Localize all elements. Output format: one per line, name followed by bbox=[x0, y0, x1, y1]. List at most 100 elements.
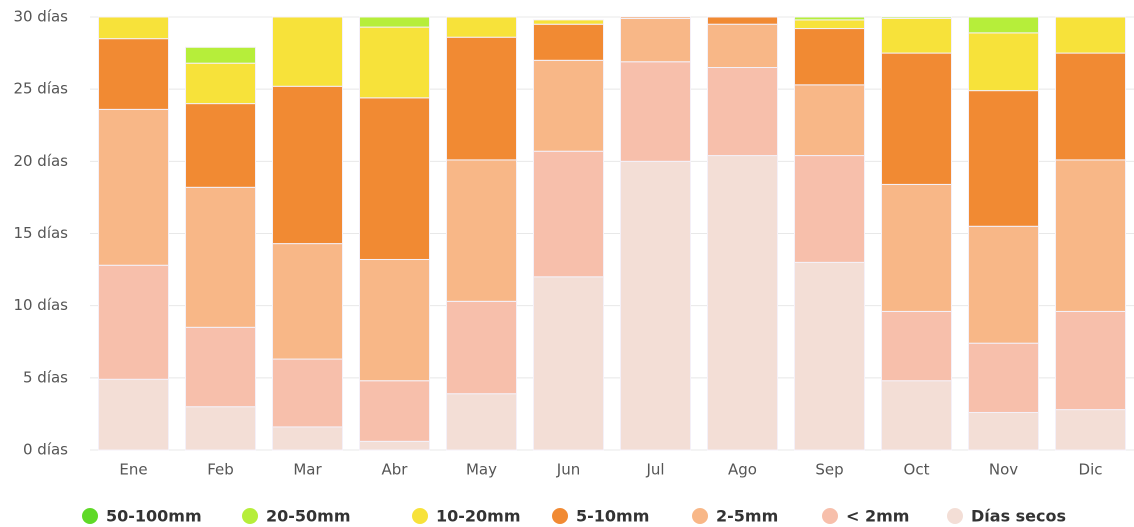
bar-segment bbox=[707, 16, 778, 25]
bar-segment bbox=[446, 159, 517, 302]
bar-segment bbox=[620, 61, 691, 162]
legend-label: Días secos bbox=[971, 507, 1066, 526]
x-tick-label: May bbox=[466, 461, 497, 479]
bar-segment bbox=[185, 103, 256, 188]
y-tick-label: 25 días bbox=[13, 80, 68, 98]
bar-segment bbox=[98, 16, 169, 40]
legend-marker bbox=[552, 508, 568, 524]
bar-segment bbox=[98, 38, 169, 110]
bar-segment bbox=[794, 84, 865, 157]
y-tick-label: 20 días bbox=[13, 152, 68, 170]
x-tick-label: Feb bbox=[207, 461, 234, 479]
legend-marker bbox=[412, 508, 428, 524]
legend-label: 50-100mm bbox=[106, 507, 202, 526]
legend-label: 10-20mm bbox=[436, 507, 521, 526]
bar-segment bbox=[446, 36, 517, 161]
legend: 50-100mm 20-50mm 10-20mm 5-10mm 2-5mm < 2mm Dí… bbox=[82, 507, 1066, 526]
bar-segment bbox=[707, 23, 778, 69]
bar-segment bbox=[272, 358, 343, 428]
bar-segment bbox=[359, 440, 430, 451]
bar-segment bbox=[1055, 159, 1126, 312]
bar-segment bbox=[794, 155, 865, 263]
bar-segment bbox=[968, 90, 1039, 227]
bars bbox=[98, 16, 1126, 451]
bar-segment bbox=[272, 243, 343, 360]
legend-marker bbox=[82, 508, 98, 524]
bar-segment bbox=[707, 155, 778, 451]
bar-segment bbox=[794, 16, 865, 21]
bar-segment bbox=[98, 264, 169, 380]
y-tick-label: 10 días bbox=[13, 296, 68, 314]
bar-segment bbox=[446, 16, 517, 38]
bar-segment bbox=[185, 326, 256, 408]
bar-segment bbox=[881, 16, 952, 19]
x-tick-label: Ene bbox=[119, 461, 147, 479]
bar-segment bbox=[620, 17, 691, 63]
bar-segment bbox=[968, 32, 1039, 92]
bar-segment bbox=[881, 183, 952, 312]
bar-segment bbox=[881, 52, 952, 185]
x-tick-label: Mar bbox=[293, 461, 322, 479]
bar-segment bbox=[446, 393, 517, 451]
bar-segment bbox=[794, 28, 865, 86]
x-tick-label: Ago bbox=[728, 461, 757, 479]
bar-segment bbox=[533, 19, 604, 25]
bar-segment bbox=[794, 261, 865, 451]
y-tick-label: 30 días bbox=[13, 8, 68, 26]
bar-segment bbox=[98, 108, 169, 266]
bar-segment bbox=[881, 310, 952, 382]
bar-segment bbox=[359, 26, 430, 99]
legend-marker bbox=[822, 508, 838, 524]
bar-segment bbox=[185, 46, 256, 64]
bar-segment bbox=[359, 380, 430, 442]
bar-segment bbox=[881, 380, 952, 451]
bar-segment bbox=[968, 225, 1039, 344]
bar-segment bbox=[359, 16, 430, 28]
bar-segment bbox=[707, 67, 778, 157]
bar-segment bbox=[533, 23, 604, 61]
bar-segment bbox=[968, 411, 1039, 451]
bar-segment bbox=[185, 186, 256, 328]
legend-label: < 2mm bbox=[846, 507, 909, 526]
legend-marker bbox=[692, 508, 708, 524]
bar-segment bbox=[620, 16, 691, 19]
bar-segment bbox=[98, 378, 169, 451]
bar-segment bbox=[968, 16, 1039, 34]
bar-segment bbox=[794, 19, 865, 30]
x-tick-label: Oct bbox=[904, 461, 930, 479]
grid bbox=[90, 16, 1134, 451]
bar-segment bbox=[533, 276, 604, 451]
bar-segment bbox=[620, 160, 691, 451]
x-tick-label: Dic bbox=[1079, 461, 1103, 479]
bar-segment bbox=[272, 426, 343, 451]
bar-segment bbox=[446, 300, 517, 395]
y-tick-label: 15 días bbox=[13, 224, 68, 242]
x-tick-label: Nov bbox=[989, 461, 1018, 479]
x-tick-label: Jul bbox=[645, 461, 664, 479]
bar-segment bbox=[185, 406, 256, 451]
x-tick-label: Jun bbox=[556, 461, 580, 479]
x-tick-label: Abr bbox=[382, 461, 409, 479]
x-tick-label: Sep bbox=[815, 461, 843, 479]
bar-segment bbox=[533, 59, 604, 152]
bar-segment bbox=[1055, 409, 1126, 451]
legend-marker bbox=[947, 508, 963, 524]
bar-segment bbox=[359, 258, 430, 382]
legend-marker bbox=[242, 508, 258, 524]
labels: 0 días 5 días 10 días 15 días 20 días 25 días… bbox=[13, 8, 1102, 479]
legend-label: 5-10mm bbox=[576, 507, 649, 526]
y-tick-label: 0 días bbox=[23, 441, 68, 459]
bar-segment bbox=[272, 16, 343, 87]
y-tick-label: 5 días bbox=[23, 368, 68, 386]
bar-segment bbox=[881, 17, 952, 54]
bar-segment bbox=[359, 97, 430, 260]
legend-label: 2-5mm bbox=[716, 507, 778, 526]
bar-segment bbox=[1055, 310, 1126, 411]
legend-label: 20-50mm bbox=[266, 507, 351, 526]
bar-segment bbox=[185, 62, 256, 105]
bar-segment bbox=[272, 85, 343, 245]
bar-segment bbox=[968, 342, 1039, 413]
bar-segment bbox=[533, 150, 604, 278]
bar-segment bbox=[1055, 52, 1126, 161]
